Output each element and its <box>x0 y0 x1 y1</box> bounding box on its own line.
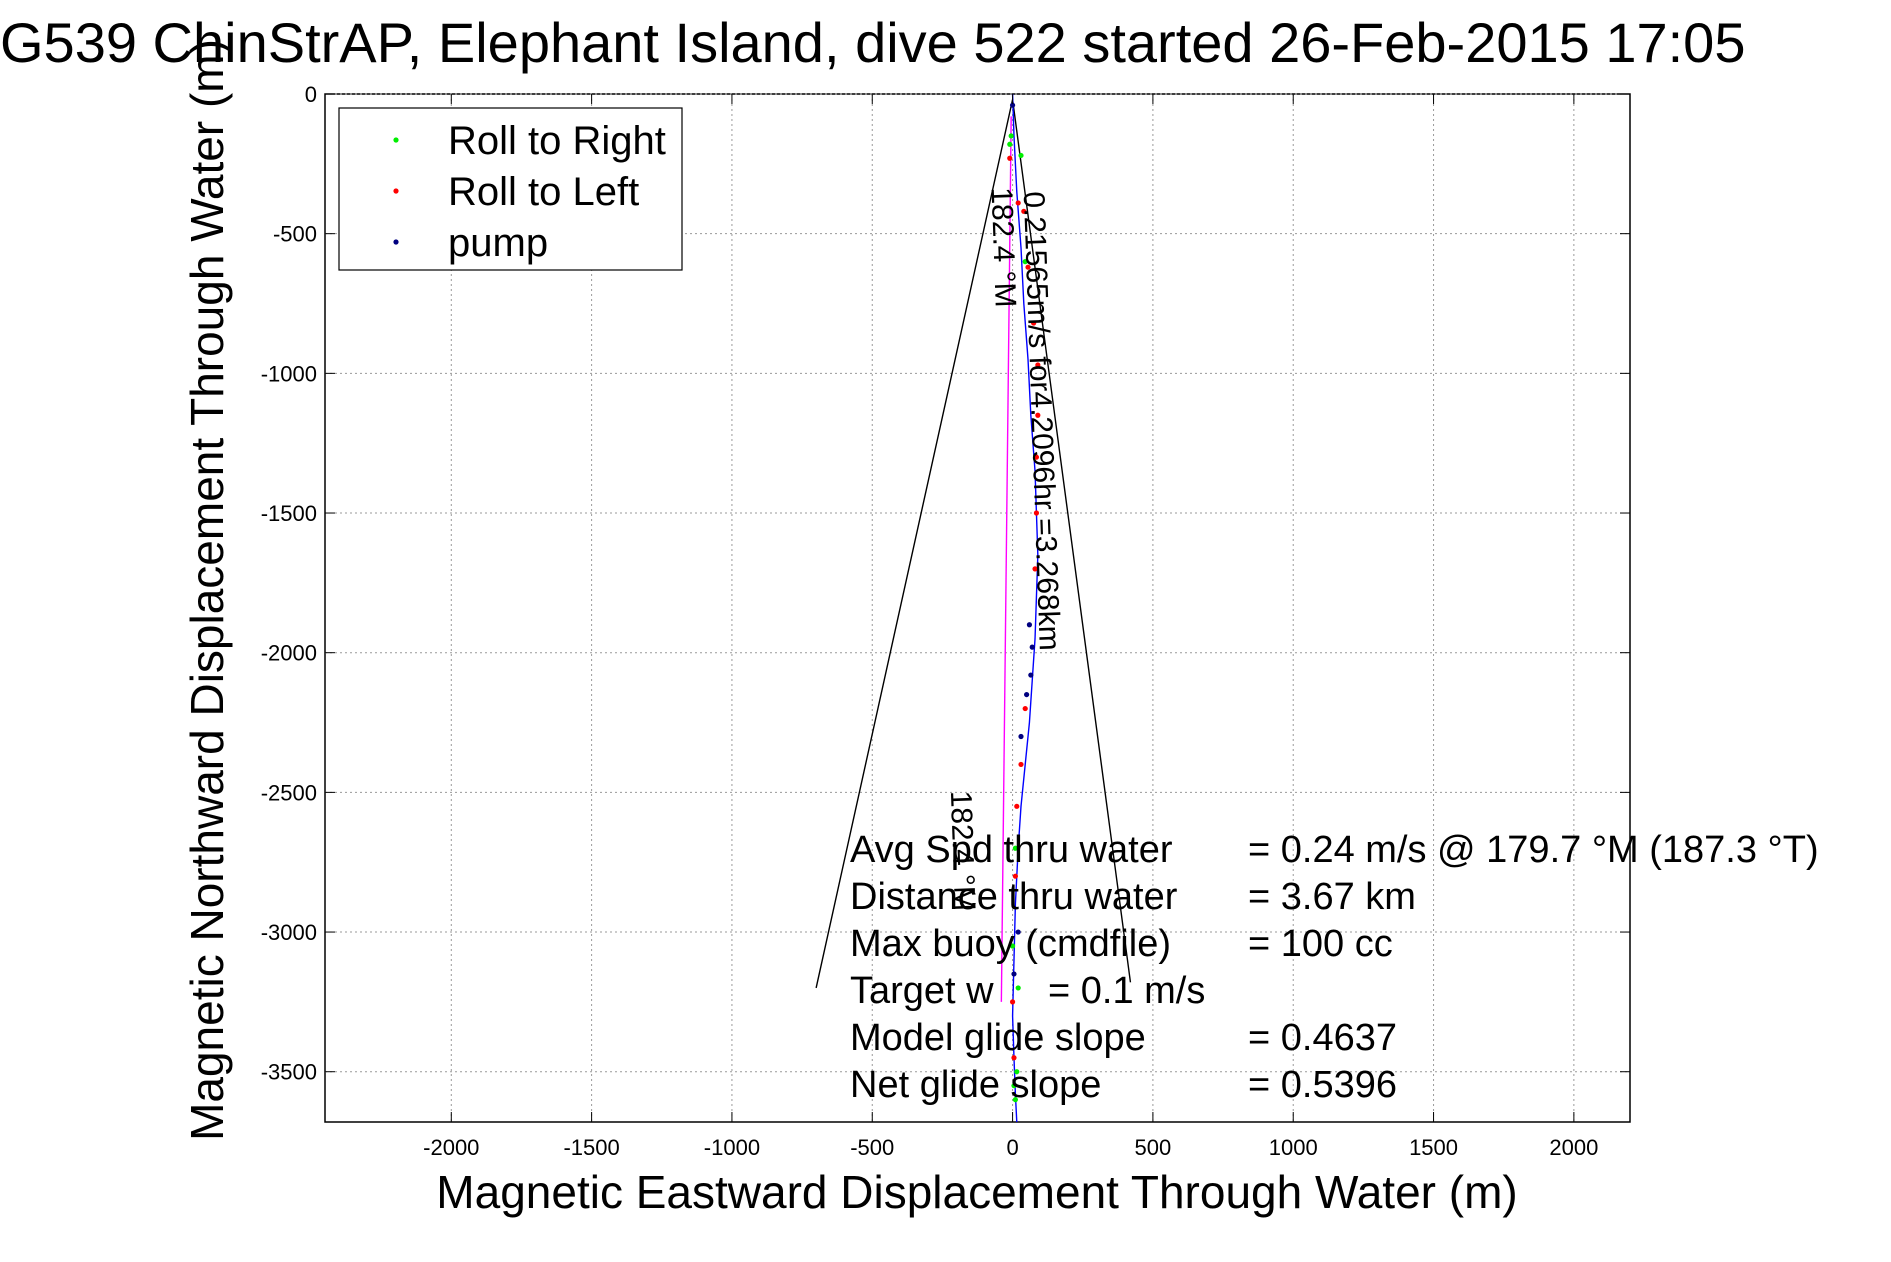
y-tick-label: -3500 <box>261 1060 317 1085</box>
chart-title: G539 ChinStrAP, Elephant Island, dive 52… <box>0 11 1745 74</box>
legend-marker <box>393 239 399 245</box>
roll-to-right-point <box>1012 1097 1018 1103</box>
roll-to-left-point <box>1032 566 1038 572</box>
roll-to-right-point <box>1009 943 1016 949</box>
roll-to-left-point <box>1025 264 1031 270</box>
x-tick-label: 1500 <box>1409 1135 1458 1160</box>
rotated-annotation: 182.4 °M <box>944 790 981 911</box>
y-tick-label: -1000 <box>261 361 317 386</box>
roll-to-left-point <box>1014 803 1020 809</box>
roll-to-right-point <box>1022 259 1028 265</box>
roll-to-right-point <box>1011 1083 1017 1089</box>
roll-to-left-point <box>1021 208 1027 214</box>
roll-to-left-point <box>1015 200 1021 206</box>
summary-value: = 0.4637 <box>1248 1017 1397 1059</box>
pump-point <box>1015 929 1021 935</box>
y-tick-label: 0 <box>305 82 317 107</box>
roll-to-right-point <box>1007 141 1013 147</box>
roll-to-left-point <box>1033 510 1040 516</box>
summary-annotation: Avg Spd thru water = 0.24 m/s @ 179.7 °M … <box>850 829 1819 1106</box>
roll-to-left-point <box>1022 705 1028 712</box>
roll-to-left-point <box>1031 320 1037 326</box>
y-axis-title: Magnetic Northward Displacement Through … <box>181 39 233 1141</box>
pump-point <box>1026 622 1033 628</box>
x-tick-label: -1500 <box>563 1135 619 1160</box>
roll-to-right-point <box>1012 845 1018 851</box>
summary-label: Target w <box>850 970 994 1012</box>
legend-label: pump <box>448 221 548 265</box>
y-tick-label: -500 <box>273 222 317 247</box>
roll-to-left-point <box>1018 761 1024 768</box>
x-tick-label: 1000 <box>1269 1135 1318 1160</box>
legend-marker <box>393 137 399 143</box>
pump-point <box>1029 644 1035 650</box>
x-tick-label: 500 <box>1135 1135 1172 1160</box>
x-axis-ticks: -2000 -1500 -1000 -500 0 500 1000 1500 2000 <box>423 94 1598 1160</box>
roll-to-left-point <box>1011 1055 1017 1061</box>
summary-value: = 0.24 m/s @ 179.7 °M (187.3 °T) <box>1248 829 1819 871</box>
reference-line <box>1000 116 1012 1002</box>
roll-to-right-point <box>1018 152 1024 159</box>
y-tick-label: -2500 <box>261 780 317 805</box>
pump-point <box>1018 733 1024 740</box>
track-line <box>1011 93 1039 1123</box>
legend-label: Roll to Right <box>448 119 666 163</box>
data-points <box>1007 102 1041 1103</box>
roll-to-right-point <box>1008 133 1014 139</box>
roll-to-left-point <box>1012 873 1018 879</box>
legend: Roll to Right Roll to Left pump <box>338 107 683 271</box>
y-axis-ticks: 0 -500 -1000 -1500 -2000 -2500 -3000 -3500 <box>261 82 1630 1085</box>
y-tick-label: -2000 <box>261 641 317 666</box>
pump-point <box>1024 691 1030 698</box>
summary-label: Distance thru water <box>850 876 1178 918</box>
legend-marker <box>393 188 399 194</box>
y-tick-label: -1500 <box>261 501 317 526</box>
pump-point <box>1028 672 1034 678</box>
series-lines <box>1000 93 1039 1123</box>
summary-value: = 100 cc <box>1248 923 1393 965</box>
x-tick-label: -1000 <box>704 1135 760 1160</box>
summary-label: Avg Spd thru water <box>850 829 1173 871</box>
summary-value: = 0.1 m/s <box>1048 970 1205 1012</box>
pump-point <box>1009 102 1016 108</box>
x-tick-label: 2000 <box>1549 1135 1598 1160</box>
x-tick-label: -500 <box>850 1135 894 1160</box>
roll-to-right-point <box>1015 985 1021 991</box>
pump-point <box>1011 971 1017 977</box>
roll-to-left-point <box>1007 155 1013 161</box>
y-tick-label: -3000 <box>261 920 317 945</box>
summary-value: = 0.5396 <box>1248 1064 1397 1106</box>
roll-to-left-point <box>1035 412 1041 418</box>
summary-value: = 3.67 km <box>1248 876 1416 918</box>
x-axis-title: Magnetic Eastward Displacement Through W… <box>436 1166 1517 1218</box>
roll-to-left-point <box>1033 454 1040 460</box>
roll-to-left-point <box>1035 362 1041 368</box>
summary-label: Max buoy (cmdfile) <box>850 923 1171 965</box>
summary-label: Net glide slope <box>850 1064 1101 1106</box>
legend-label: Roll to Left <box>448 170 639 214</box>
roll-to-left-point <box>1009 999 1016 1005</box>
summary-label: Model glide slope <box>850 1017 1146 1059</box>
x-tick-label: 0 <box>1006 1135 1018 1160</box>
rotated-annotation: 182.4 °M <box>985 187 1022 308</box>
x-tick-label: -2000 <box>423 1135 479 1160</box>
roll-to-right-point <box>1014 1069 1020 1075</box>
